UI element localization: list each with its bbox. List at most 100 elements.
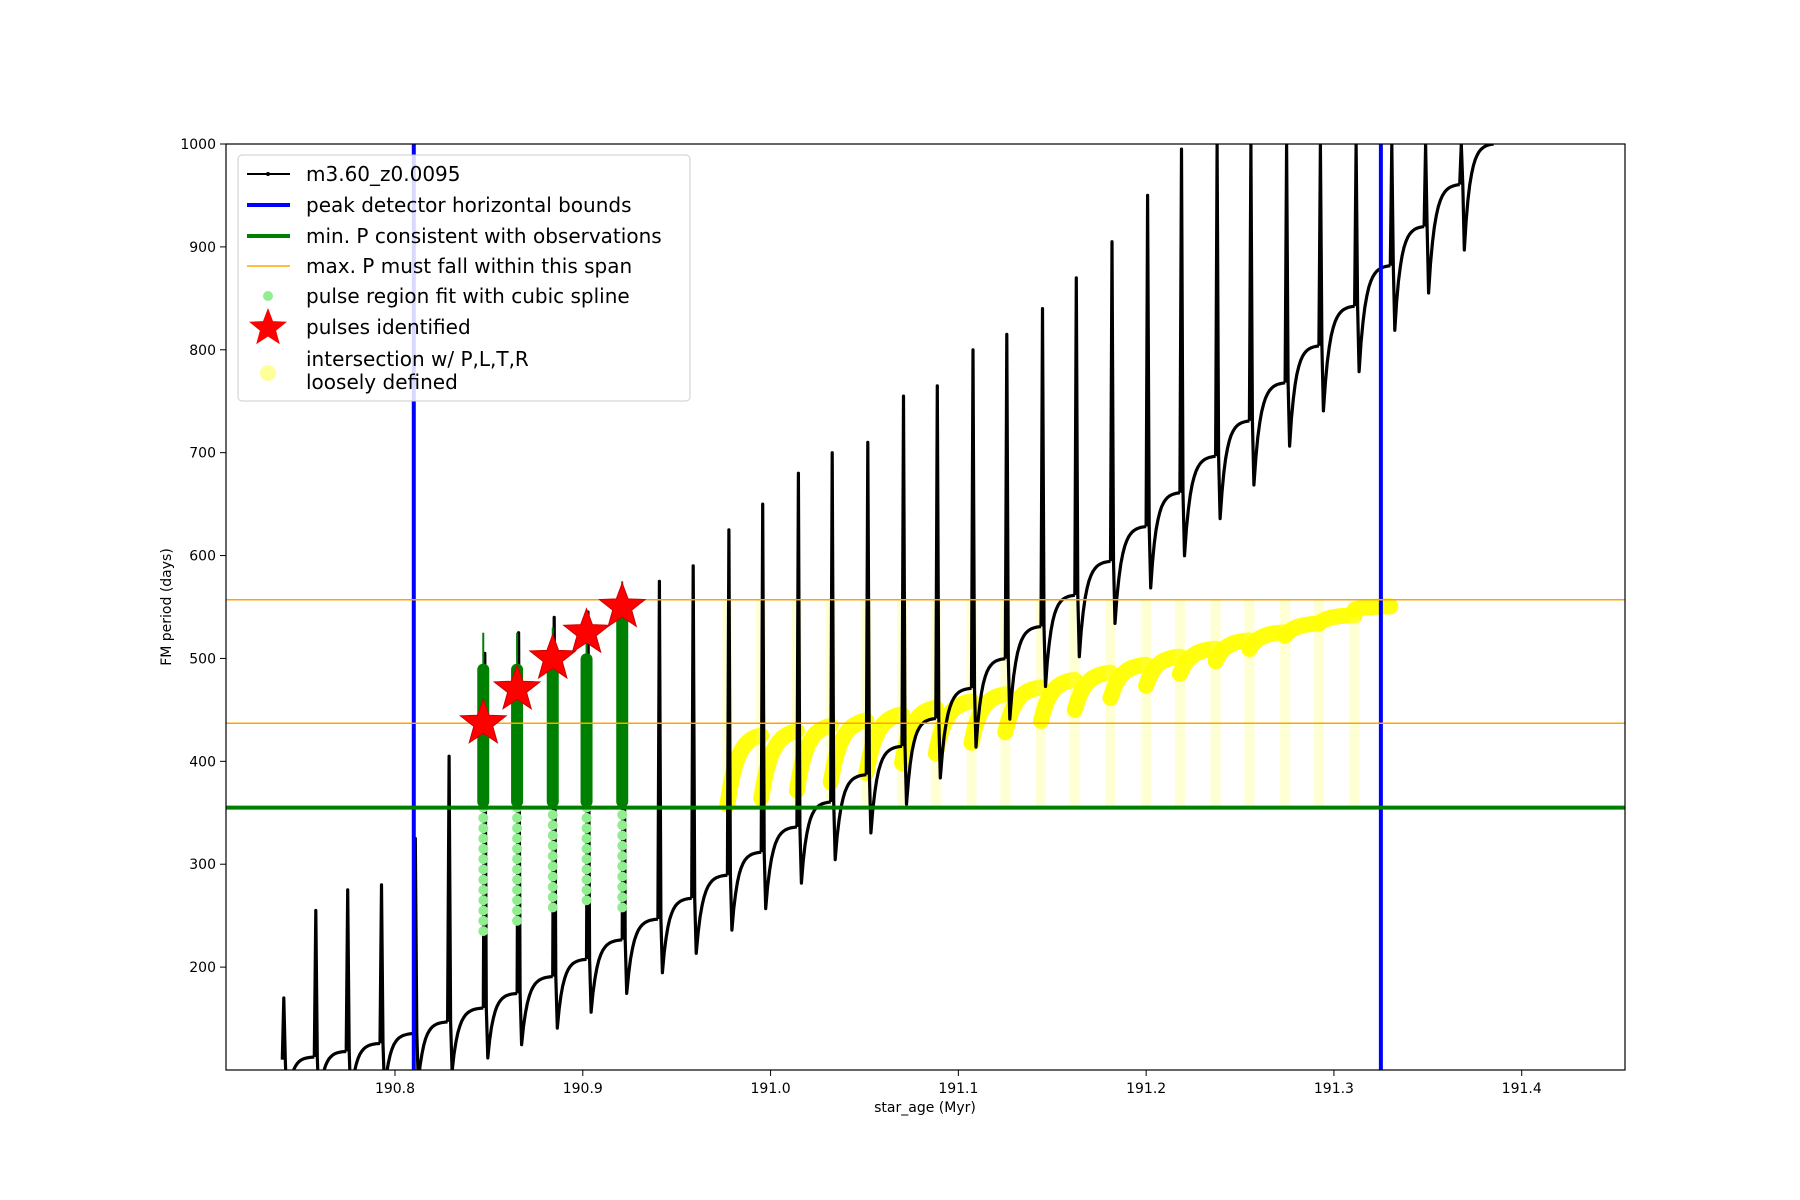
- y-tick-label: 400: [189, 754, 216, 770]
- y-tick-label: 900: [189, 240, 216, 256]
- spline-point: [512, 915, 523, 926]
- spline-point: [581, 854, 592, 865]
- spline-point: [478, 895, 489, 906]
- spline-point: [581, 864, 592, 875]
- evolution-track: [280, 144, 1494, 1070]
- spline-point: [617, 861, 628, 872]
- y-tick-label: 800: [189, 343, 216, 359]
- y-tick-label: 600: [189, 549, 216, 565]
- spline-point: [617, 809, 628, 820]
- track-cycle: [1039, 307, 1076, 689]
- spline-point: [581, 812, 592, 823]
- track-cycle: [515, 631, 553, 1047]
- track-cycle: [1178, 147, 1216, 558]
- spline-point: [547, 881, 558, 892]
- spline-point: [478, 854, 489, 865]
- intersection-column: [1313, 599, 1324, 808]
- track-cycle: [1108, 240, 1147, 626]
- spline-point: [547, 892, 558, 903]
- spline-fit-column: [616, 612, 629, 808]
- pulse-star: [562, 607, 611, 654]
- spline-point: [617, 850, 628, 861]
- legend-label: max. P must fall within this span: [306, 254, 632, 278]
- spline-point: [581, 874, 592, 885]
- track-cycle: [864, 440, 903, 835]
- track-cycle: [280, 996, 315, 1070]
- spline-point: [512, 854, 523, 865]
- track-cycle: [446, 754, 484, 1070]
- spline-point: [581, 823, 592, 834]
- spline-point: [547, 840, 558, 851]
- intersection-column: [1210, 599, 1221, 808]
- intersection-arc: [1102, 656, 1155, 706]
- spline-point: [581, 895, 592, 906]
- legend-swatch: [249, 308, 287, 345]
- intersection-column: [1280, 599, 1291, 808]
- spline-point: [547, 830, 558, 841]
- spline-point: [478, 812, 489, 823]
- track-cycle: [969, 348, 1006, 749]
- intersection-column: [1349, 599, 1360, 808]
- track-cycle: [934, 384, 972, 780]
- intersection-arc: [927, 693, 980, 762]
- track-cycle: [1317, 144, 1355, 413]
- y-tick-label: 700: [189, 446, 216, 462]
- y-tick-label: 200: [189, 960, 216, 976]
- spline-point: [617, 892, 628, 903]
- spline-point: [547, 902, 558, 913]
- spline-point: [478, 864, 489, 875]
- legend-label: m3.60_z0.0095: [306, 162, 461, 186]
- legend-label: peak detector horizontal bounds: [306, 193, 632, 217]
- spline-point: [512, 905, 523, 916]
- x-tick-label: 190.9: [563, 1081, 603, 1097]
- intersection-column: [1000, 599, 1011, 808]
- track-cycle: [1073, 276, 1111, 659]
- intersection-arc: [822, 712, 875, 791]
- spline-point: [512, 895, 523, 906]
- spline-point: [617, 871, 628, 882]
- spline-point: [581, 843, 592, 854]
- y-tick-label: 1000: [180, 137, 216, 153]
- pulse-star: [492, 663, 542, 710]
- spline-point: [512, 884, 523, 895]
- spline-point: [581, 833, 592, 844]
- legend-label-line2: loosely defined: [306, 370, 458, 394]
- track-cycle: [1144, 193, 1181, 590]
- spline-point: [547, 871, 558, 882]
- intersection-arc: [719, 727, 770, 813]
- spline-point: [478, 905, 489, 916]
- intersection-arc: [1171, 640, 1224, 682]
- intersection-column: [1244, 599, 1255, 808]
- intersection-arc: [1310, 607, 1363, 632]
- legend-label: intersection w/ P,L,T,R: [306, 347, 529, 371]
- track-cycle: [656, 579, 692, 975]
- track-cycle: [312, 908, 347, 1070]
- legend-swatch: [260, 365, 276, 381]
- y-axis-label: FM period (days): [159, 548, 175, 666]
- track-cycle: [412, 836, 448, 1070]
- track-cycle: [1283, 144, 1320, 448]
- spline-point: [617, 830, 628, 841]
- spline-point: [617, 840, 628, 851]
- legend-label: pulses identified: [306, 315, 471, 339]
- spline-point: [617, 820, 628, 831]
- intersection-arc: [788, 717, 839, 799]
- spline-point: [547, 809, 558, 820]
- track-cycle: [378, 883, 414, 1070]
- legend-swatch-marker: [266, 172, 270, 176]
- intersection-column: [966, 599, 977, 808]
- track-cycle: [1247, 144, 1286, 487]
- spline-fit-column: [477, 663, 490, 808]
- spline-point: [478, 833, 489, 844]
- pulse-star: [528, 632, 577, 680]
- track-cycle: [725, 528, 762, 932]
- spline-point: [512, 864, 523, 875]
- intersection-arc: [753, 723, 805, 807]
- spline-point: [478, 874, 489, 885]
- track-cycle: [900, 394, 936, 806]
- spline-point: [581, 884, 592, 895]
- intersection-arc: [1207, 632, 1258, 670]
- spline-point: [512, 812, 523, 823]
